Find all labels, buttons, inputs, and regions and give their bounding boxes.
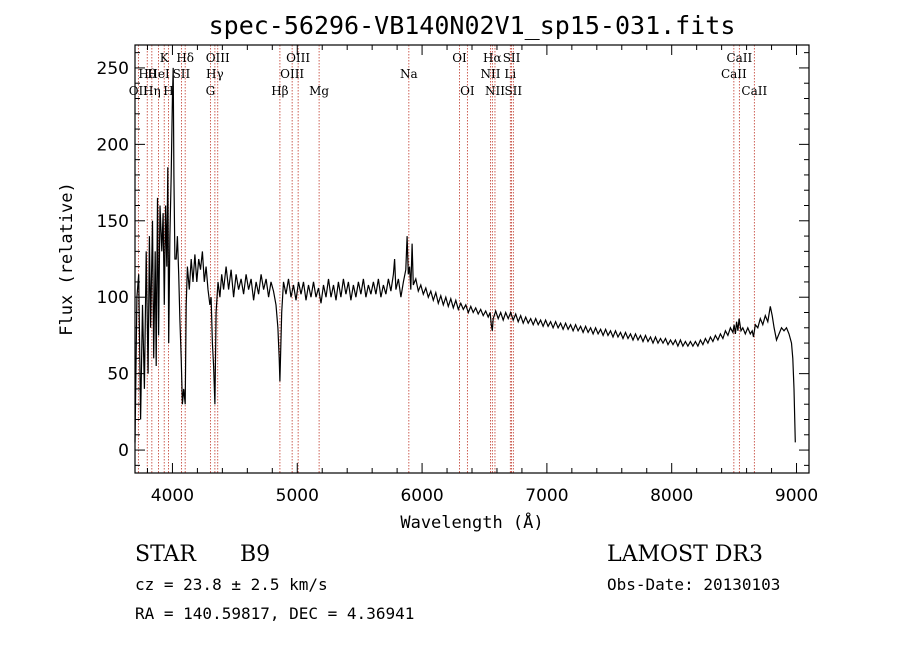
spectral-line-label: Na — [400, 67, 418, 81]
y-tick-label: 150 — [97, 212, 129, 232]
spectral-line-label: OII — [129, 84, 149, 98]
survey-name: LAMOST DR3 — [607, 542, 763, 567]
x-tick-label: 4000 — [151, 486, 194, 506]
y-axis-label: Flux (relative) — [57, 182, 77, 336]
plot-frame — [134, 44, 810, 474]
y-axis-ticks: 0 50 100 150 200 250 — [97, 52, 809, 466]
spectral-line-label: SII — [504, 84, 522, 98]
y-tick-label: 200 — [97, 135, 129, 155]
coordinates: RA = 140.59817, DEC = 4.36941 — [135, 604, 414, 623]
spectral-line-label: Hθ — [138, 67, 156, 81]
x-axis-ticks: 4000 5000 6000 7000 8000 9000 — [146, 45, 818, 506]
spectral-line-label: NII — [480, 67, 500, 81]
spectral-line-label: K — [160, 51, 170, 65]
spectral-line-markers — [137, 45, 755, 473]
object-subclass: B9 — [240, 542, 270, 567]
spectral-line-label: Hδ — [176, 51, 194, 65]
observation-date: Obs-Date: 20130103 — [607, 575, 780, 594]
y-tick-label: 250 — [97, 59, 129, 79]
y-tick-label: 50 — [107, 365, 129, 385]
spectral-line-label: Hβ — [271, 84, 288, 98]
spectral-line-label: CaII — [726, 51, 752, 65]
spectral-line-label: G — [206, 84, 216, 98]
spectral-line-label: OIII — [286, 51, 310, 65]
spectral-line-label: NII — [485, 84, 505, 98]
spectral-line-labels: OIIHθHηHeIKHSIIHδGHγOIIIHβOIIIOIIIMgNaOI… — [129, 51, 768, 98]
x-tick-label: 6000 — [400, 486, 443, 506]
object-class: STAR — [135, 542, 197, 567]
x-tick-label: 9000 — [775, 486, 818, 506]
spectral-line-label: HeI — [147, 67, 170, 81]
spectral-line-label: H — [163, 84, 173, 98]
spectral-line-label: Mg — [309, 84, 329, 98]
spectral-line-label: Hγ — [206, 67, 224, 81]
spectral-line-label: SII — [173, 67, 191, 81]
spectral-line-label: OIII — [206, 51, 230, 65]
spectral-line-label: OI — [452, 51, 467, 65]
spectral-line-label: Hα — [483, 51, 502, 65]
spectral-line-label: Hη — [143, 84, 161, 98]
spectral-line-label: OI — [460, 84, 475, 98]
x-tick-label: 5000 — [276, 486, 319, 506]
x-tick-label: 8000 — [650, 486, 693, 506]
spectral-line-label: Li — [504, 67, 516, 81]
y-tick-label: 0 — [118, 441, 129, 461]
redshift-velocity: cz = 23.8 ± 2.5 km/s — [135, 575, 328, 594]
x-axis-label: Wavelength (Å) — [400, 511, 543, 533]
spectral-line-label: OIII — [280, 67, 304, 81]
y-tick-label: 100 — [97, 288, 129, 308]
chart-title: spec-56296-VB140N02V1_sp15-031.fits — [209, 11, 736, 40]
x-tick-label: 7000 — [525, 486, 568, 506]
spectral-line-label: SII — [503, 51, 521, 65]
spectrum-series-line — [134, 67, 796, 443]
spectral-line-label: CaII — [741, 84, 767, 98]
spectral-line-label: CaII — [721, 67, 747, 81]
